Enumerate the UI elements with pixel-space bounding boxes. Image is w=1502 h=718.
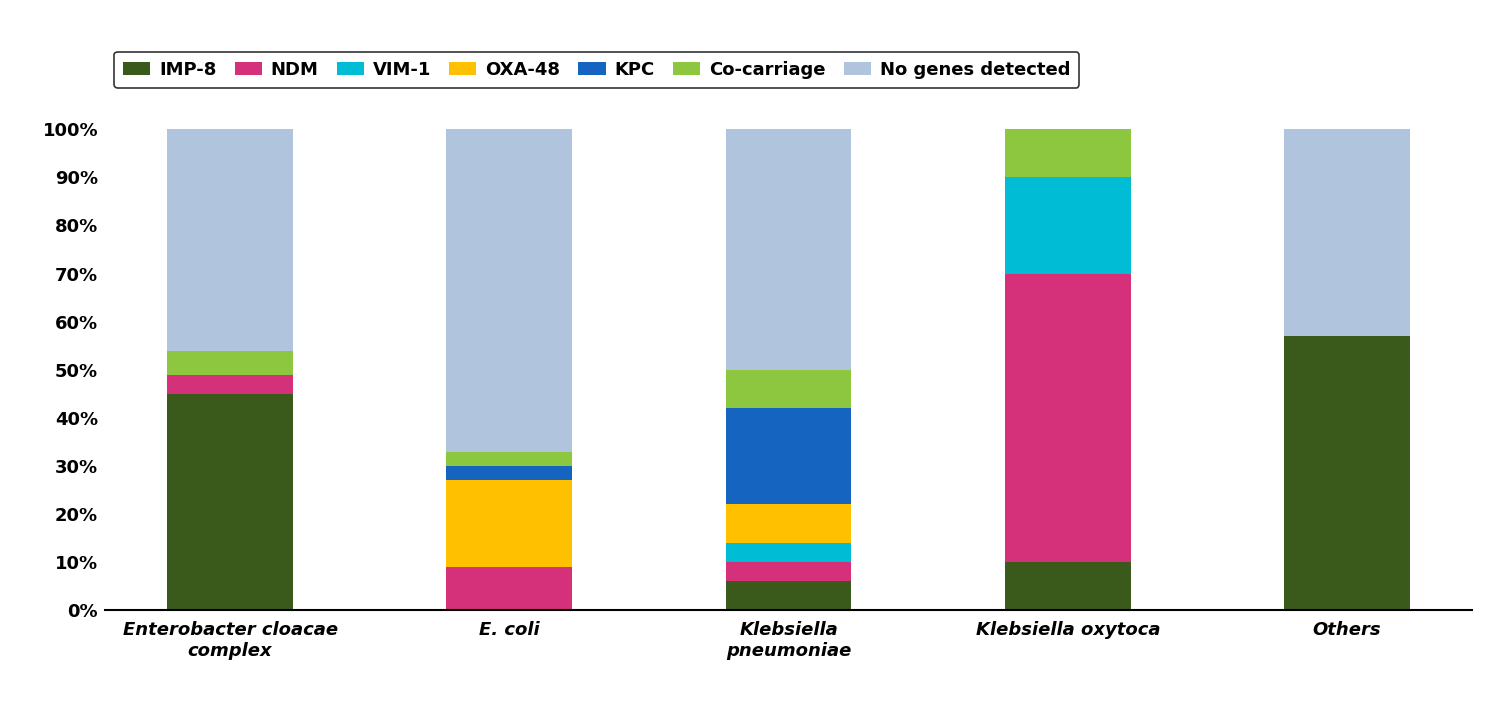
Bar bbox=[725, 370, 852, 409]
Bar bbox=[725, 543, 852, 562]
Bar bbox=[167, 393, 293, 610]
Bar bbox=[446, 452, 572, 466]
Bar bbox=[1284, 129, 1410, 336]
Bar bbox=[446, 466, 572, 480]
Bar bbox=[167, 350, 293, 375]
Legend: IMP-8, NDM, VIM-1, OXA-48, KPC, Co-carriage, No genes detected: IMP-8, NDM, VIM-1, OXA-48, KPC, Co-carri… bbox=[114, 52, 1080, 88]
Bar bbox=[725, 129, 852, 370]
Bar bbox=[1005, 562, 1131, 610]
Bar bbox=[1005, 177, 1131, 274]
Bar bbox=[446, 567, 572, 610]
Bar bbox=[725, 409, 852, 505]
Bar bbox=[1005, 274, 1131, 562]
Bar bbox=[1005, 129, 1131, 177]
Bar bbox=[725, 582, 852, 610]
Bar bbox=[725, 562, 852, 582]
Bar bbox=[446, 129, 572, 452]
Bar bbox=[1284, 336, 1410, 610]
Bar bbox=[167, 375, 293, 393]
Bar bbox=[725, 505, 852, 543]
Bar bbox=[446, 480, 572, 567]
Bar bbox=[167, 129, 293, 350]
